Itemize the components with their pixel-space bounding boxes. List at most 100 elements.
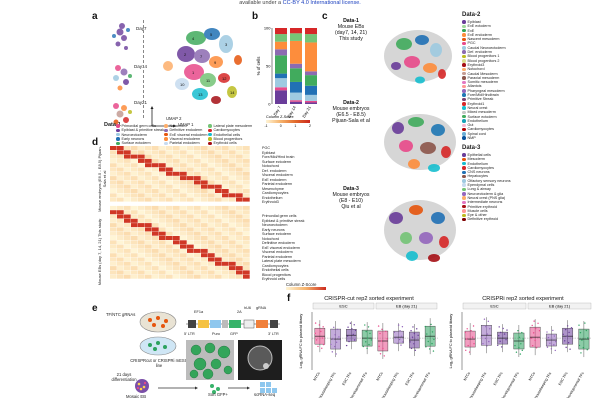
heatmap-cell — [152, 189, 159, 193]
heatmap-cell — [229, 163, 236, 168]
heatmap-cell — [117, 154, 124, 159]
umap-day7 — [112, 23, 130, 50]
b-colorbar-title: Column Z-Score — [266, 115, 294, 119]
heatmap-cell — [131, 176, 138, 181]
heatmap-cell — [180, 223, 187, 228]
heatmap-cell — [159, 158, 166, 163]
heatmap-cell — [180, 253, 187, 258]
heatmap-cell — [131, 163, 138, 168]
heatmap-cell — [187, 171, 194, 176]
heatmap-cell — [243, 210, 250, 215]
heatmap-cell — [152, 236, 159, 240]
a-legend-item: Surface ectoderm — [116, 141, 164, 145]
f-point — [518, 336, 521, 338]
legend-label: Blood progenitors 2 — [467, 58, 500, 63]
legend-swatch — [462, 170, 466, 175]
d-group1-label: Mouse embryos (E6.5 - E8.5) Pijuan-Sala … — [97, 146, 107, 212]
license-link[interactable]: CC-BY 4.0 International license. — [282, 0, 361, 6]
heatmap-cell — [138, 171, 145, 176]
f-point — [424, 325, 427, 328]
heatmap-cell — [138, 180, 145, 185]
heatmap-row-label: ExE endoderm — [262, 177, 287, 182]
heatmap-row-label: Cardiomyocytes — [262, 191, 289, 195]
legend-swatch — [462, 89, 466, 93]
legend-label: Paraxial mesoderm — [467, 75, 500, 80]
a-legend-item: Endothelial cells — [208, 133, 252, 137]
heatmap-cell — [131, 184, 138, 189]
heatmap-row-label: Definitive endoderm — [262, 241, 295, 245]
heatmap-cell — [131, 193, 138, 198]
heatmap-cell — [187, 236, 194, 240]
heatmap-cell — [131, 146, 138, 150]
heatmap-row-label: Blood progenitors — [262, 272, 291, 277]
heatmap-cell — [208, 180, 215, 185]
heatmap-cell — [159, 244, 166, 249]
heatmap-cell — [187, 240, 194, 245]
heatmap-cell — [145, 167, 152, 172]
heatmap-cell — [117, 171, 124, 176]
d-group1-label-wrap: Mouse embryos (E6.5 - E8.5) Pijuan-Sala … — [97, 146, 108, 216]
legend-label: Mesoderm — [467, 157, 485, 162]
heatmap-cell — [145, 154, 152, 159]
heatmap-cell — [159, 167, 166, 172]
heatmap-cell — [110, 210, 117, 215]
legend-swatch — [208, 128, 212, 133]
heatmap-cell — [194, 167, 201, 172]
legend-swatch — [462, 179, 466, 183]
heatmap-cell — [131, 236, 138, 240]
heatmap-cell — [159, 218, 166, 223]
heatmap-cell — [222, 146, 229, 150]
heatmap-cell — [173, 180, 180, 185]
heatmap-cell — [138, 210, 145, 215]
legend-label: Neural crest (PNS glia) — [467, 195, 506, 200]
heatmap-cell — [159, 163, 166, 168]
f-point — [565, 346, 567, 349]
e-construct — [186, 319, 280, 329]
heatmap-cell — [173, 248, 180, 253]
heatmap-cell — [236, 197, 243, 202]
heatmap-cell — [131, 158, 138, 163]
heatmap-cell — [215, 244, 222, 249]
heatmap-cell — [138, 266, 145, 271]
f-group-label: Developmental TFs — [566, 371, 585, 398]
panel-label-d: d — [92, 137, 99, 148]
f-point — [346, 335, 349, 337]
c-data1-block: Data-1 Mouse EBs (day7, 14, 21) This stu… — [326, 18, 376, 42]
heatmap-cell — [124, 240, 131, 245]
heatmap-cell — [229, 154, 236, 159]
heatmap-cell — [194, 180, 201, 185]
heatmap-cell — [222, 150, 229, 155]
c-data3-sub2: (E8 - E10) — [339, 198, 363, 204]
f-point — [564, 340, 566, 342]
heatmap-cell — [187, 193, 194, 198]
legend-label: Lung & airway — [467, 187, 491, 192]
heatmap-cell — [194, 197, 201, 202]
heatmap-cell — [229, 236, 236, 240]
day7-label: Day7 — [136, 26, 147, 31]
heatmap-cell — [124, 210, 131, 215]
heatmap-cell — [173, 274, 180, 279]
heatmap-cell — [145, 163, 152, 168]
heatmap-row-label: Notochord — [262, 164, 280, 168]
heatmap-cell — [138, 244, 145, 249]
c2-legend-item: Def. endoderm — [462, 50, 506, 54]
heatmap-cell — [180, 193, 187, 198]
bar-segment — [275, 28, 287, 35]
e-grna-label: TF/NTC gRNAs — [106, 312, 136, 317]
heatmap-cell — [124, 180, 131, 185]
heatmap-cell — [117, 257, 124, 262]
heatmap-cell — [138, 197, 145, 202]
heatmap-cell — [131, 244, 138, 249]
f-point — [569, 348, 571, 350]
heatmap-cell — [173, 266, 180, 271]
heatmap-cell — [187, 227, 194, 232]
heatmap-cell — [124, 158, 131, 163]
heatmap-cell — [222, 180, 229, 185]
legend-swatch — [462, 200, 466, 205]
heatmap-cell — [208, 244, 215, 249]
b-colorbar-tick: 0 — [280, 124, 282, 128]
heatmap-cell — [152, 154, 159, 159]
c-data2-title: Data-2 — [343, 100, 359, 106]
heatmap-cell — [215, 154, 222, 159]
heatmap-cell — [131, 189, 138, 193]
